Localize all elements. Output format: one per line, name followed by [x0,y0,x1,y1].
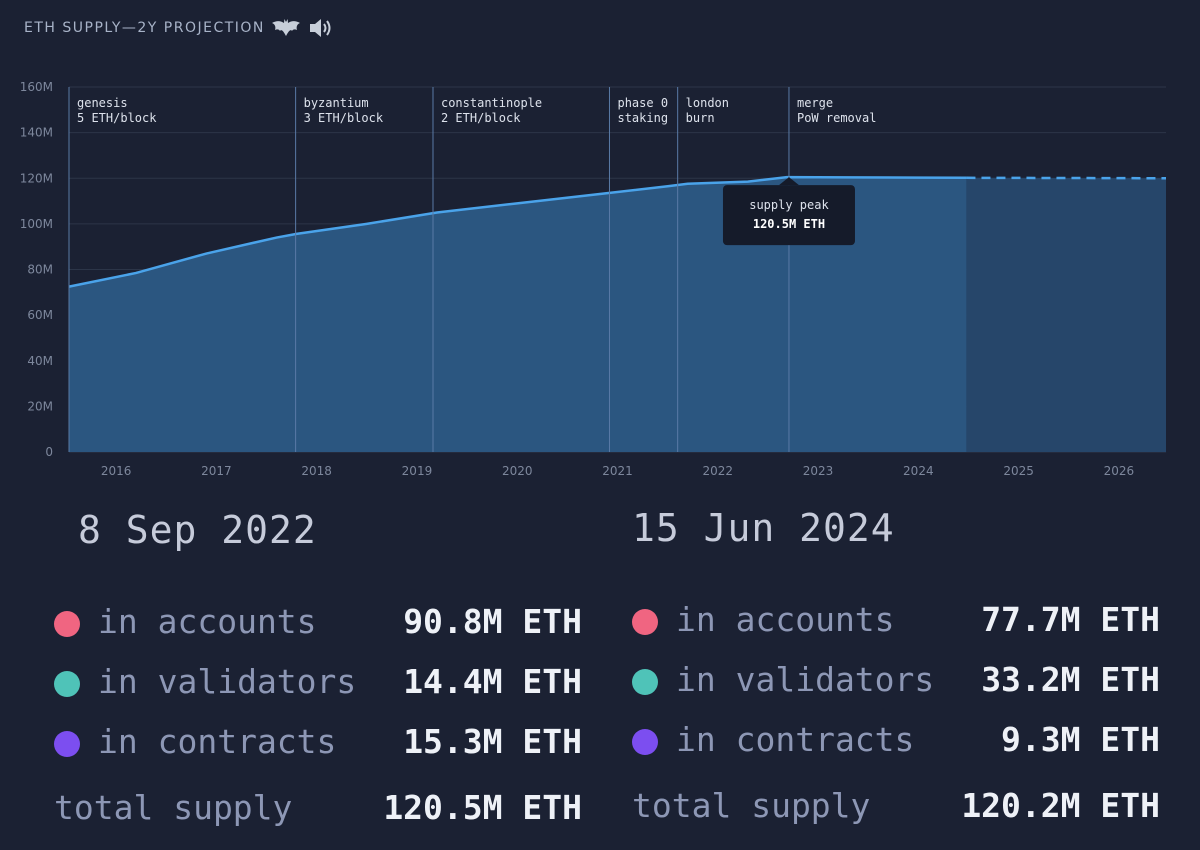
contracts-dot [632,729,658,755]
row-accounts: in accounts 90.8M ETH [50,600,582,648]
event-name: constantinople [441,96,542,110]
total-value: 120.5M ETH [383,788,582,827]
x-tick-label: 2022 [703,464,734,478]
accounts-dot [54,611,80,637]
title-row: ETH SUPPLY—2Y PROJECTION [24,16,337,40]
event-name: byzantium [304,96,369,110]
validators-dot [632,669,658,695]
x-tick-label: 2024 [903,464,934,478]
row-value: 77.7M ETH [981,600,1160,639]
x-tick-label: 2016 [101,464,132,478]
historical-area [69,177,967,452]
row-total: total supply 120.5M ETH [50,786,582,834]
y-tick-label: 20M [27,399,53,413]
supply-line [68,175,967,288]
event-detail: 5 ETH/block [77,111,157,125]
total-label: total supply [632,786,871,825]
row-contracts: in contracts 9.3M ETH [628,718,1160,766]
y-tick-label: 40M [27,354,53,368]
bat-icon [271,17,301,39]
y-tick-label: 120M [20,171,53,185]
accounts-dot [632,609,658,635]
chart-title: ETH SUPPLY—2Y PROJECTION [24,20,265,36]
row-label: in validators [676,660,935,699]
y-tick-label: 0 [45,445,53,459]
total-label: total supply [54,788,293,827]
row-label: in contracts [98,722,337,761]
x-tick-label: 2025 [1003,464,1034,478]
event-name: phase 0 [617,96,668,110]
x-tick-label: 2023 [803,464,834,478]
row-value: 9.3M ETH [1001,720,1160,759]
contracts-dot [54,731,80,757]
tooltip-line1: supply peak [749,198,829,212]
y-tick-label: 80M [27,263,53,277]
snapshot-panel-left: 8 Sep 2022 in accounts 90.8M ETH in vali… [50,500,590,840]
panel-date: 8 Sep 2022 [78,508,317,552]
validators-dot [54,671,80,697]
row-value: 14.4M ETH [403,662,582,701]
event-name: genesis [77,96,128,110]
row-label: in accounts [98,602,317,641]
axis-ticks: 0 20M 40M 60M 80M 100M 120M 140M 160M 2016 2017 201… [20,80,1134,478]
x-tick-label: 2026 [1104,464,1135,478]
sound-icon [307,16,337,40]
row-label: in validators [98,662,357,701]
tooltip-arrow [778,177,799,186]
row-value: 33.2M ETH [981,660,1160,699]
x-tick-label: 2019 [402,464,433,478]
event-detail: burn [686,111,715,125]
event-name: merge [797,96,833,110]
x-tick-label: 2021 [602,464,633,478]
row-accounts: in accounts 77.7M ETH [628,598,1160,646]
row-label: in contracts [676,720,915,759]
y-tick-label: 100M [20,217,53,231]
event-detail: 2 ETH/block [441,111,521,125]
y-tick-label: 60M [27,308,53,322]
event-detail: PoW removal [797,111,876,125]
x-tick-label: 2018 [301,464,332,478]
panel-date: 15 Jun 2024 [632,506,895,550]
y-tick-label: 140M [20,126,53,140]
projection-area [966,177,1166,452]
row-total: total supply 120.2M ETH [628,784,1160,832]
row-value: 15.3M ETH [403,722,582,761]
total-value: 120.2M ETH [961,786,1160,825]
x-tick-label: 2017 [201,464,232,478]
row-validators: in validators 33.2M ETH [628,658,1160,706]
row-value: 90.8M ETH [403,602,582,641]
tooltip-box [722,185,855,246]
event-detail: 3 ETH/block [304,111,384,125]
row-contracts: in contracts 15.3M ETH [50,720,582,768]
peak-annotation: supply peak 120.5M ETH [722,177,855,246]
y-tick-label: 160M [20,80,53,94]
x-tick-label: 2020 [502,464,533,478]
event-name: london [686,96,729,110]
row-label: in accounts [676,600,895,639]
supply-area [68,175,1167,452]
event-detail: staking [617,111,668,125]
tooltip-line2: 120.5M ETH [753,217,825,231]
snapshot-panel-right: 15 Jun 2024 in accounts 77.7M ETH in val… [628,500,1168,840]
row-validators: in validators 14.4M ETH [50,660,582,708]
